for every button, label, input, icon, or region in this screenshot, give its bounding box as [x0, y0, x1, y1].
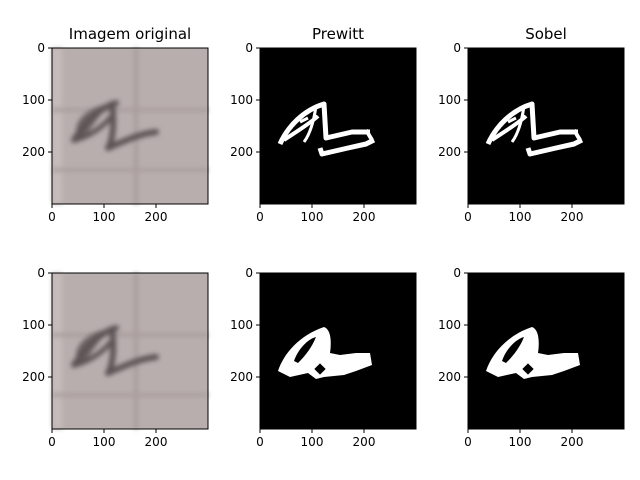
edge-outline — [277, 101, 376, 157]
edge-outline — [485, 101, 584, 157]
x-tick-label: 200 — [353, 210, 376, 224]
y-tick-label: 0 — [245, 41, 253, 55]
y-tick-label: 100 — [230, 93, 253, 107]
y-tick-label: 200 — [230, 145, 253, 159]
x-tick-label: 100 — [301, 210, 324, 224]
panel-title-original: Imagem original — [69, 25, 191, 43]
axes-frame — [51, 47, 209, 205]
panel-prewitt-bottom — [259, 272, 417, 430]
x-tick-label: 100 — [93, 210, 116, 224]
x-tick-label: 0 — [464, 210, 472, 224]
x-tick-label: 200 — [561, 435, 584, 449]
y-tick-label: 100 — [438, 318, 461, 332]
panel-original-bottom — [51, 272, 209, 430]
paper-background — [52, 48, 208, 204]
y-tick-label: 100 — [22, 93, 45, 107]
x-tick-label: 100 — [509, 435, 532, 449]
paper-grid-lines — [52, 273, 208, 429]
panel-title-sobel: Sobel — [525, 25, 567, 43]
handwritten-letter — [71, 100, 159, 151]
paper-background — [52, 273, 208, 429]
y-tick-label: 0 — [37, 266, 45, 280]
y-tick-label: 100 — [230, 318, 253, 332]
panel-original-top: Imagem original — [51, 25, 209, 205]
y-tick-label: 0 — [37, 41, 45, 55]
axes-frame — [259, 47, 417, 205]
y-tick-label: 0 — [453, 266, 461, 280]
y-tick-label: 0 — [453, 41, 461, 55]
edge-background — [260, 273, 416, 429]
x-tick-label: 200 — [145, 210, 168, 224]
axes-frame — [51, 272, 209, 430]
x-tick-label: 100 — [509, 210, 532, 224]
y-tick-label: 200 — [438, 145, 461, 159]
x-tick-label: 0 — [48, 210, 56, 224]
panel-prewitt-top: Prewitt — [259, 25, 417, 205]
x-tick-label: 0 — [464, 435, 472, 449]
panel-sobel-bottom — [467, 272, 625, 430]
edge-background — [468, 48, 624, 204]
filled-letter-mask — [278, 327, 372, 379]
x-tick-label: 0 — [256, 210, 264, 224]
y-tick-label: 200 — [438, 370, 461, 384]
axis-ticks: 0 100 200 0 100 200 0 100 200 0 100 200 0 100 200 0 100 2… — [22, 41, 583, 449]
x-tick-label: 0 — [48, 435, 56, 449]
y-tick-label: 200 — [230, 370, 253, 384]
paper-grid-lines — [52, 48, 208, 204]
x-tick-label: 100 — [93, 435, 116, 449]
x-tick-label: 100 — [301, 435, 324, 449]
edge-background — [260, 48, 416, 204]
handwritten-letter — [71, 325, 159, 376]
filled-letter-mask — [486, 327, 580, 379]
edge-background — [468, 273, 624, 429]
x-tick-label: 200 — [145, 435, 168, 449]
x-tick-label: 0 — [256, 435, 264, 449]
y-tick-label: 200 — [22, 145, 45, 159]
x-tick-label: 200 — [561, 210, 584, 224]
panel-title-prewitt: Prewitt — [312, 25, 364, 43]
axes-frame — [467, 272, 625, 430]
y-tick-label: 200 — [22, 370, 45, 384]
axes-frame — [259, 272, 417, 430]
panel-sobel-top: Sobel — [467, 25, 625, 205]
y-tick-label: 100 — [438, 93, 461, 107]
y-tick-label: 100 — [22, 318, 45, 332]
x-tick-label: 200 — [353, 435, 376, 449]
axes-frame — [467, 47, 625, 205]
y-tick-label: 0 — [245, 266, 253, 280]
